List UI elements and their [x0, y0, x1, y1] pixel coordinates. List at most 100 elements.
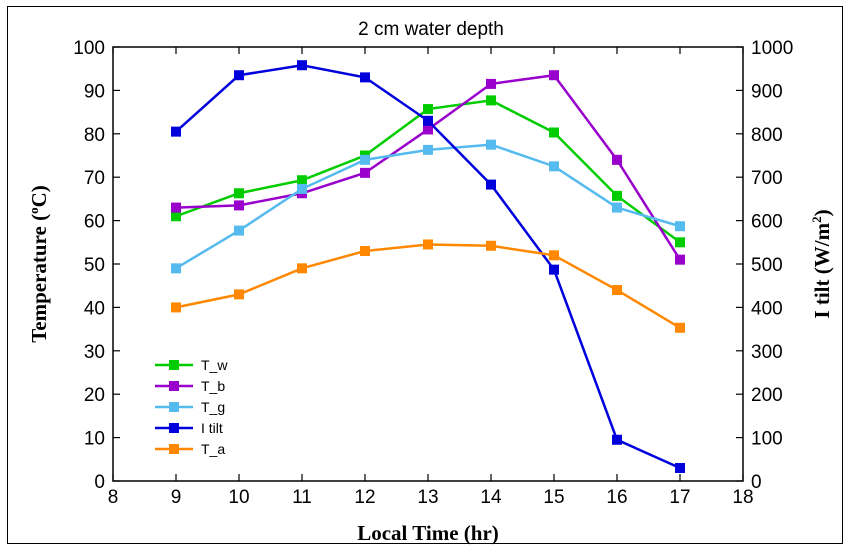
data-point-t-w [234, 188, 244, 199]
data-point-t-w [612, 190, 622, 201]
data-point-i-tilt [297, 60, 307, 71]
chart-title: 2 cm water depth [358, 19, 504, 40]
x-tick-label: 17 [669, 487, 690, 508]
y-tick-label: 10 [84, 429, 105, 450]
data-point-t-a [360, 245, 370, 256]
data-point-t-a [234, 289, 244, 300]
y-axis-title-suffix: C) [27, 185, 51, 207]
y2-axis-title-prefix: I tilt (W/m [810, 222, 834, 318]
data-point-t-g [234, 225, 244, 236]
data-point-t-g [549, 161, 559, 172]
x-tick-label: 8 [108, 487, 119, 508]
y-tick-label: 90 [84, 81, 105, 102]
data-point-t-g [423, 144, 433, 155]
data-point-i-tilt [675, 462, 685, 473]
legend-marker [169, 444, 179, 454]
legend-marker [169, 402, 179, 412]
data-point-t-g [612, 202, 622, 213]
x-axis-ticks: 8 9 10 11 12 13 14 15 16 17 18 [108, 47, 754, 508]
legend-label: I tilt [201, 420, 223, 436]
data-point-t-b [675, 254, 685, 265]
data-point-i-tilt [486, 179, 496, 190]
data-point-i-tilt [612, 434, 622, 445]
y2-tick-label: 600 [751, 212, 783, 233]
data-point-t-g [675, 221, 685, 232]
y-tick-label: 20 [84, 385, 105, 406]
data-point-t-a [171, 302, 181, 313]
y-tick-label: 100 [73, 38, 105, 59]
x-tick-label: 14 [480, 487, 502, 508]
data-point-t-b [423, 124, 433, 135]
series-lines [171, 60, 685, 473]
data-point-i-tilt [360, 72, 370, 83]
legend-label: T_b [201, 378, 225, 394]
data-point-t-a [612, 285, 622, 296]
y-tick-label: 50 [84, 255, 105, 276]
x-tick-label: 12 [354, 487, 375, 508]
data-point-t-b [486, 78, 496, 89]
y-axis-ticks: 0 10 20 30 40 50 60 70 80 90 100 [73, 38, 120, 493]
data-point-t-b [234, 200, 244, 211]
data-point-t-w [423, 104, 433, 115]
y2-tick-label: 100 [751, 429, 783, 450]
data-point-t-g [297, 183, 307, 194]
y2-tick-label: 200 [751, 385, 783, 406]
legend-marker [169, 423, 179, 433]
y2-tick-label: 400 [751, 298, 783, 319]
data-point-t-w [549, 127, 559, 138]
y2-tick-label: 900 [751, 81, 783, 102]
data-point-t-w [297, 175, 307, 186]
data-point-t-w [675, 237, 685, 248]
data-point-t-a [423, 239, 433, 250]
y-axis-title-degree: o [26, 207, 41, 214]
x-tick-label: 10 [228, 487, 249, 508]
data-point-i-tilt [171, 126, 181, 137]
data-point-t-w [171, 211, 181, 222]
data-point-i-tilt [423, 115, 433, 126]
y2-axis-title: I tilt (W/m2) [809, 209, 834, 318]
data-point-t-a [675, 322, 685, 333]
data-point-t-g [486, 139, 496, 150]
y-axis-title: Temperature (oC) [26, 185, 51, 343]
data-point-t-a [297, 263, 307, 274]
y-tick-label: 0 [94, 472, 105, 493]
data-point-i-tilt [234, 70, 244, 81]
data-point-t-b [360, 167, 370, 178]
y-tick-label: 60 [84, 212, 105, 233]
data-point-t-g [360, 154, 370, 165]
data-point-t-b [549, 70, 559, 81]
x-tick-label: 11 [292, 487, 312, 508]
y2-tick-label: 0 [751, 472, 762, 493]
y2-tick-label: 500 [751, 255, 783, 276]
x-tick-label: 16 [606, 487, 627, 508]
x-tick-label: 15 [543, 487, 564, 508]
y-tick-label: 40 [84, 298, 105, 319]
y-tick-label: 80 [84, 125, 105, 146]
series-line-t-a [175, 243, 681, 329]
series-line-t-b [175, 73, 682, 261]
y2-tick-label: 300 [751, 342, 783, 363]
y-axis-title-prefix: Temperature ( [27, 214, 51, 343]
series-line-t-g [175, 143, 681, 270]
data-point-t-b [171, 202, 181, 213]
x-tick-label: 18 [732, 487, 753, 508]
data-point-t-a [549, 250, 559, 261]
y-tick-label: 30 [84, 342, 105, 363]
legend-marker [169, 360, 179, 370]
line-chart: 2 cm water depth 8 9 10 11 12 13 14 15 16 17 18 0 1… [26, 19, 834, 545]
y-tick-label: 70 [84, 168, 105, 189]
y2-axis-ticks: 0 100 200 300 400 500 600 700 800 900 1000 [736, 38, 793, 493]
legend: T_w T_b T_g I tilt T_a [155, 357, 228, 457]
data-point-t-w [486, 95, 496, 106]
x-tick-label: 13 [417, 487, 438, 508]
y2-tick-label: 700 [751, 168, 783, 189]
legend-label: T_w [201, 357, 228, 373]
y2-tick-label: 1000 [751, 38, 793, 59]
y2-tick-label: 800 [751, 125, 783, 146]
data-point-i-tilt [549, 264, 559, 275]
legend-marker [169, 381, 179, 391]
x-tick-label: 9 [171, 487, 182, 508]
x-axis-title: Local Time (hr) [357, 521, 499, 545]
legend-label: T_a [201, 441, 225, 457]
chart-frame: 2 cm water depth 8 9 10 11 12 13 14 15 16 17 18 0 1… [7, 6, 843, 545]
